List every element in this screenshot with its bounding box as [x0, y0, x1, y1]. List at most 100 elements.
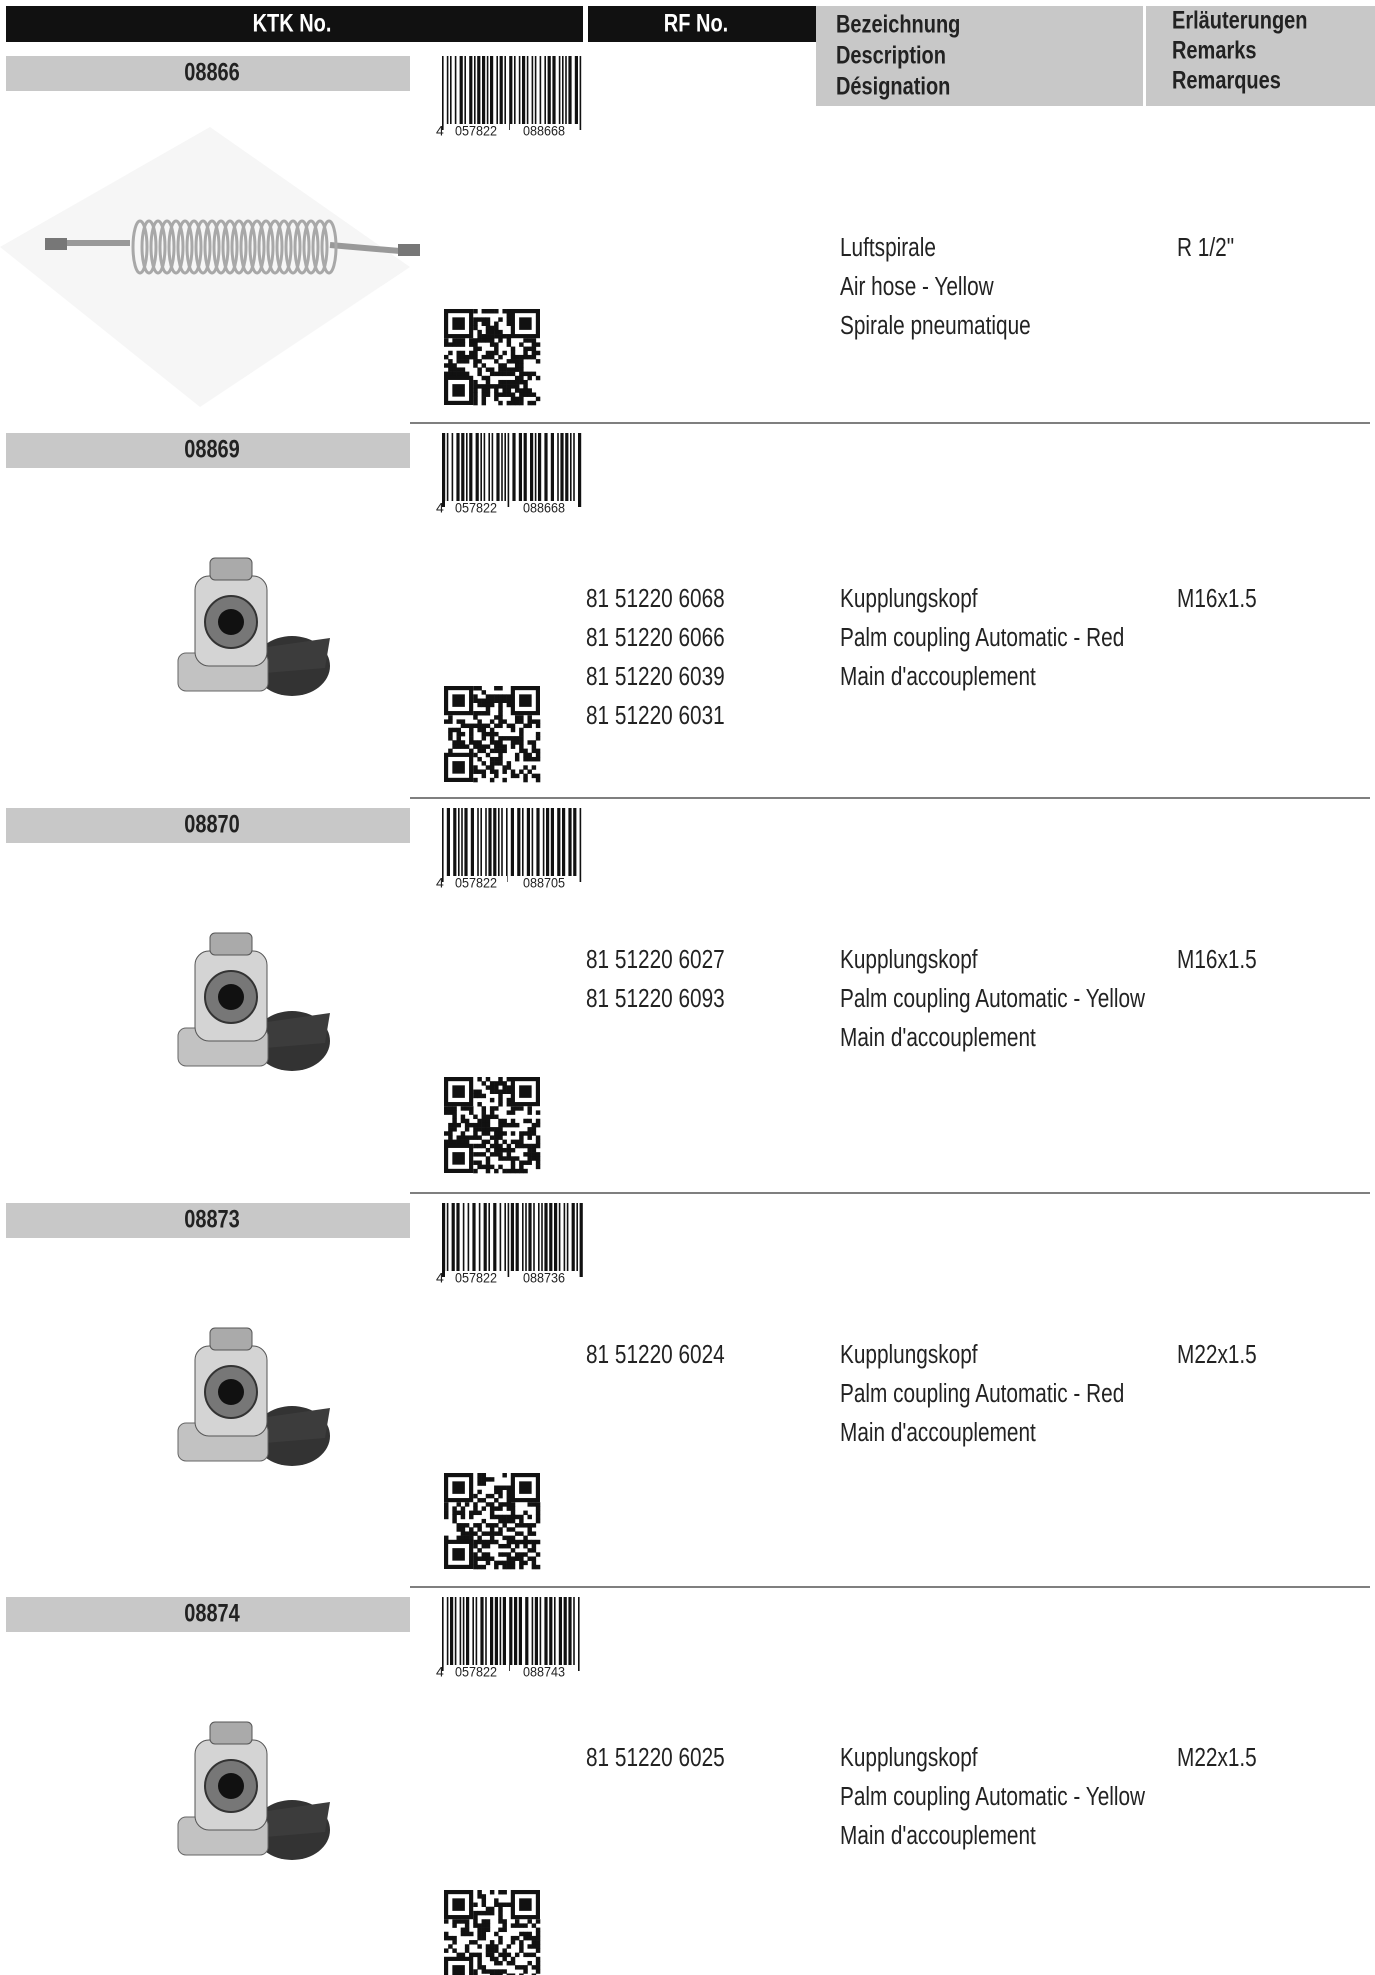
qr-module: [485, 1556, 491, 1561]
qr-module: [473, 309, 478, 314]
hose-tail: [329, 242, 401, 254]
qr-module: [494, 342, 499, 347]
qr-module: [464, 1106, 470, 1111]
qr-module: [523, 1131, 528, 1136]
qr-module: [535, 1156, 541, 1161]
qr-module: [502, 1139, 507, 1145]
qr-module: [502, 719, 507, 724]
qr-module: [527, 715, 532, 720]
qr-module: [460, 1535, 466, 1541]
barcode-digit: 4: [436, 875, 444, 891]
qr-module: [498, 756, 503, 762]
qr-module: [519, 1139, 524, 1145]
qr-module: [502, 1919, 507, 1924]
qr-module: [464, 723, 470, 729]
qr-module: [473, 1089, 478, 1094]
qr-module: [473, 715, 478, 720]
qr-module: [498, 1973, 503, 1975]
barcode-bar: [466, 433, 468, 507]
barcode-gap: [510, 501, 578, 515]
barcode-bar: [480, 808, 482, 882]
qr-module: [535, 777, 541, 783]
barcode-bar: [557, 808, 561, 882]
barcode-bar: [454, 1597, 457, 1671]
qr-module: [473, 769, 478, 774]
qr-module: [473, 752, 478, 758]
coupling-arm: [260, 1408, 330, 1443]
qr-module: [535, 752, 541, 758]
qr-module: [477, 711, 482, 716]
qr-module: [535, 1552, 541, 1557]
description-line: Main d'accouplement: [840, 1023, 1036, 1052]
qr-module: [519, 748, 524, 754]
qr-module: [506, 367, 512, 372]
barcode-bar: [531, 808, 534, 882]
qr-module: [494, 715, 499, 720]
rf-number: 81 51220 6025: [586, 1743, 725, 1772]
barcode-bar: [522, 808, 524, 882]
barcode-bar: [558, 1597, 562, 1671]
qr-module: [510, 392, 516, 397]
qr-module: [506, 1535, 512, 1541]
qr-module: [481, 723, 487, 729]
qr-module: [477, 334, 482, 339]
qr-module: [477, 1160, 482, 1165]
qr-module: [523, 1935, 528, 1941]
qr-module: [473, 1539, 478, 1545]
qr-module: [494, 1506, 499, 1511]
qr-module: [444, 1131, 449, 1136]
qr-module: [535, 1506, 541, 1511]
barcode-bar: [472, 1203, 476, 1277]
qr-module: [514, 756, 520, 762]
qr-module: [485, 1552, 491, 1557]
qr-module: [460, 371, 466, 377]
qr-module: [510, 1940, 516, 1945]
qr-module: [456, 350, 461, 356]
qr-module: [489, 702, 495, 708]
qr-module: [473, 1952, 478, 1958]
barcode-bar: [573, 433, 575, 507]
qr-module: [535, 731, 541, 737]
qr-module: [523, 1523, 528, 1528]
qr-module: [514, 1156, 520, 1161]
barcode-bar: [518, 1597, 522, 1671]
qr-finder: [452, 1481, 465, 1494]
qr-module: [502, 1502, 507, 1507]
qr-module: [494, 731, 499, 737]
qr-module: [535, 719, 541, 724]
qr-module: [448, 359, 453, 364]
qr-module: [519, 744, 524, 749]
qr-module: [535, 1160, 541, 1165]
description-line: Air hose - Yellow: [840, 272, 995, 301]
qr-module: [481, 338, 487, 343]
qr-module: [477, 1510, 482, 1516]
qr-module: [489, 1973, 495, 1975]
coupling-arm: [260, 1013, 330, 1048]
barcode-bar: [498, 808, 500, 882]
qr-module: [481, 309, 487, 314]
qr-module: [481, 1118, 487, 1124]
qr-module: [523, 1560, 528, 1566]
qr-module: [510, 1502, 516, 1507]
qr-module: [477, 1102, 482, 1107]
qr-module: [506, 1564, 512, 1570]
qr-module: [489, 1556, 495, 1561]
qr-module: [485, 1122, 491, 1128]
qr-module: [531, 1523, 537, 1528]
qr-module: [494, 1902, 499, 1907]
hose-coil: [194, 219, 212, 275]
qr-module: [506, 761, 512, 766]
qr-module: [485, 334, 491, 339]
qr-module: [464, 1139, 470, 1145]
qr-module: [510, 1106, 516, 1111]
qr-module: [477, 1952, 482, 1958]
qr-module: [494, 1168, 499, 1174]
barcode-bar: [491, 433, 494, 507]
qr-module: [464, 744, 470, 749]
qr-module: [519, 1560, 524, 1566]
barcode-bar: [474, 56, 476, 130]
qr-module: [498, 1935, 503, 1941]
qr-module: [527, 1131, 532, 1136]
hose-coil: [149, 219, 167, 275]
